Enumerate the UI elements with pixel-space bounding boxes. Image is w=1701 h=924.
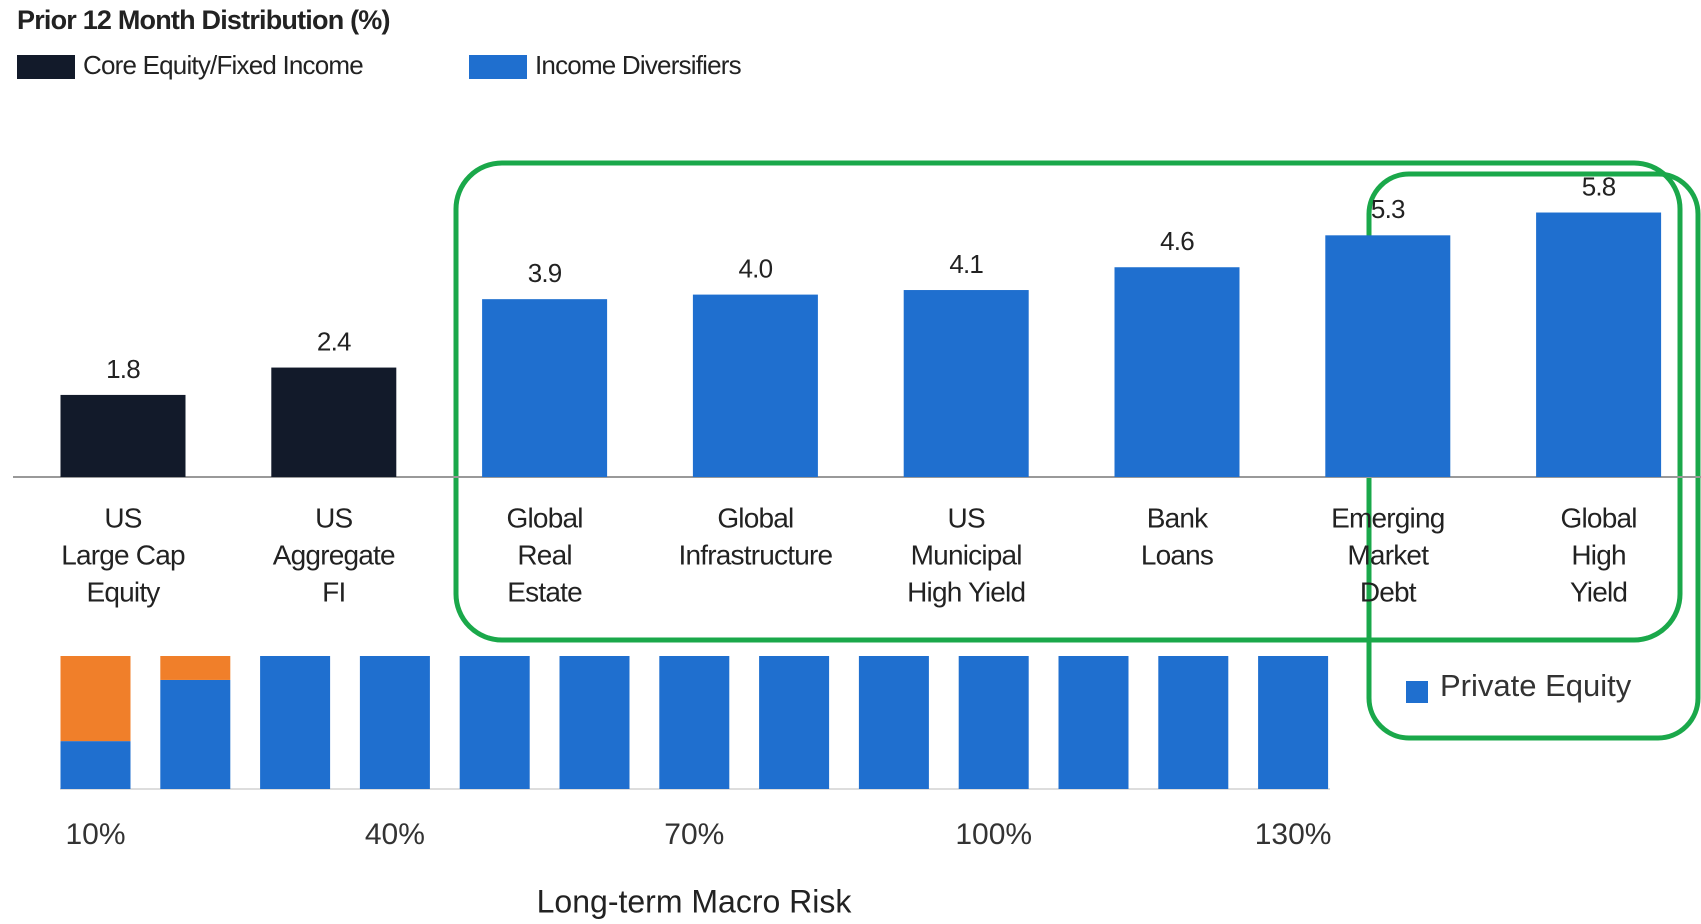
bar [482, 299, 608, 477]
category-label: Loans [1141, 539, 1213, 570]
bar-segment [1158, 656, 1229, 789]
category-label: Real [517, 539, 571, 570]
category-label: Large Cap [61, 539, 185, 570]
category-label: Infrastructure [679, 539, 833, 570]
category-label: US [104, 502, 141, 533]
data-label: 4.1 [949, 249, 983, 279]
bar-segment [160, 656, 231, 680]
category-label: High [1571, 539, 1625, 570]
bar [60, 394, 186, 477]
category-label: US [315, 502, 352, 533]
legend-swatch [17, 55, 75, 79]
data-label: 3.9 [528, 258, 562, 288]
category-label: US [948, 502, 985, 533]
bar-segment [1058, 656, 1129, 789]
chart-title: Prior 12 Month Distribution (%) [17, 5, 390, 35]
bar-segment [260, 656, 331, 789]
x-axis-label: Long-term Macro Risk [537, 883, 853, 919]
bar-segment [958, 656, 1029, 789]
category-label: Equity [86, 576, 160, 607]
legend-label: Income Diversifiers [535, 50, 742, 80]
bar-segment [759, 656, 830, 789]
bar-segment [459, 656, 530, 789]
bar [1114, 267, 1240, 477]
category-label: Estate [507, 576, 582, 607]
category-label: Debt [1360, 576, 1417, 607]
category-label: Global [1561, 502, 1637, 533]
bar-segment [160, 679, 231, 789]
data-label: 4.0 [739, 253, 773, 283]
highlight-box [453, 160, 1683, 643]
category-label: Aggregate [273, 539, 395, 570]
category-label: FI [322, 576, 345, 607]
category-label: Global [507, 502, 583, 533]
bar-segment [60, 741, 131, 789]
category-label: Yield [1570, 576, 1627, 607]
x-tick-label: 40% [365, 818, 425, 851]
data-label: 1.8 [106, 354, 140, 384]
data-label: 2.4 [317, 326, 351, 356]
legend-label: Core Equity/Fixed Income [83, 50, 363, 80]
bar [1536, 212, 1662, 477]
x-tick-label: 130% [1255, 818, 1332, 851]
x-tick-label: 70% [664, 818, 724, 851]
bar-segment [659, 656, 730, 789]
bar-segment [559, 656, 630, 789]
bar [903, 290, 1029, 477]
category-label: High Yield [907, 576, 1025, 607]
legend-swatch [469, 55, 527, 79]
legend-label: Private Equity [1440, 668, 1632, 703]
data-label: 5.3 [1371, 194, 1405, 224]
data-label: 5.8 [1582, 171, 1616, 201]
bar [271, 367, 397, 477]
category-label: Market [1347, 539, 1429, 570]
bar [1325, 235, 1451, 477]
bar [692, 294, 818, 477]
data-label: 4.6 [1160, 226, 1194, 256]
bar-segment [359, 656, 430, 789]
category-label: Global [717, 502, 793, 533]
bar-segment [858, 656, 929, 789]
bar-segment [60, 656, 131, 742]
category-label: Bank [1147, 502, 1209, 533]
x-tick-label: 10% [65, 818, 125, 851]
bar-segment [1258, 656, 1329, 789]
category-label: Emerging [1331, 502, 1444, 533]
category-label: Municipal [911, 539, 1022, 570]
x-tick-label: 100% [955, 818, 1032, 851]
legend-swatch [1406, 681, 1428, 703]
